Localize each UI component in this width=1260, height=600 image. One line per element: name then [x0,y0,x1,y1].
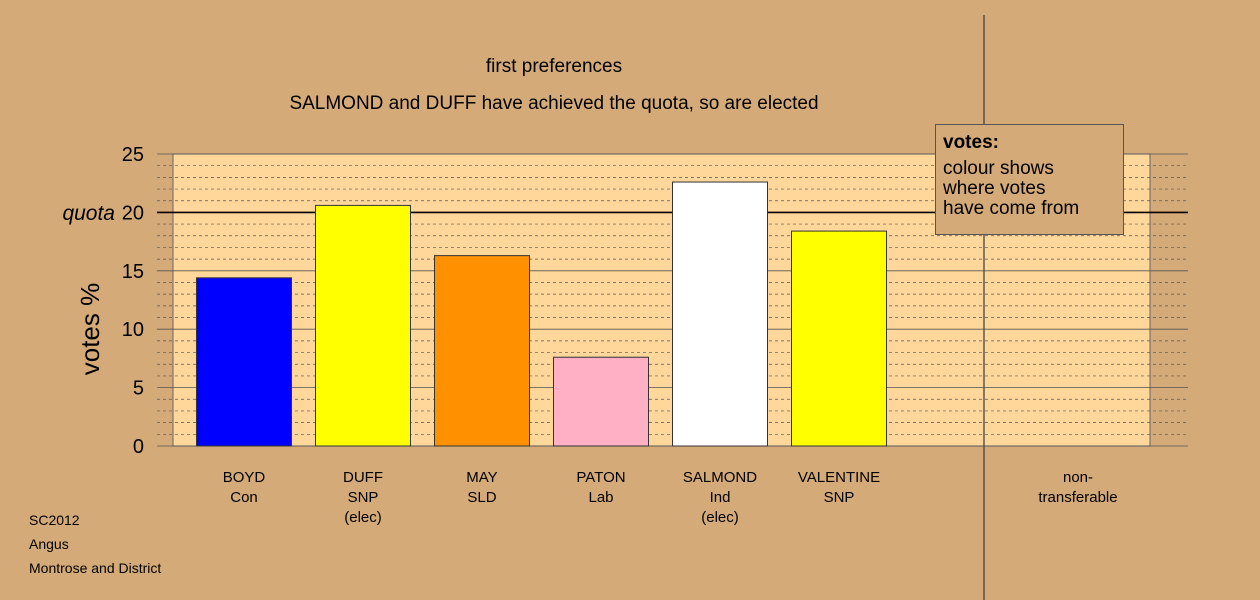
footer-election: SC2012 [29,512,80,528]
footer-ward: Montrose and District [29,560,162,576]
chart-subtitle: SALMOND and DUFF have achieved the quota… [289,93,818,114]
nontransferable-label: non- [1063,469,1093,486]
bar-paton [553,356,649,447]
bar-valentine [791,230,887,447]
legend-title: votes: [943,132,999,153]
category-label: MAY [466,469,497,486]
footer-council: Angus [29,536,69,552]
category-label: VALENTINE [798,469,880,486]
category-label: Lab [588,489,613,506]
legend-line-1: colour shows [943,158,1054,179]
y-tick-label: 0 [133,436,144,458]
category-label: SNP [824,489,855,506]
category-label: BOYD [223,469,266,486]
chart-title: first preferences [486,56,622,77]
quota-label: quota [62,202,115,225]
y-tick-label: 20 [122,202,144,224]
y-tick-label: 15 [122,261,144,283]
category-label: SALMOND [683,469,757,486]
category-label: SLD [467,489,496,506]
y-tick-label: 25 [122,144,144,166]
bar-boyd [196,277,292,447]
category-label: Ind [710,489,731,506]
category-label: (elec) [344,509,382,526]
bar-may [434,255,530,447]
bar-duff [315,204,411,447]
nontransferable-label: transferable [1038,489,1117,506]
legend-line-3: have come from [943,198,1080,219]
footer: SC2012 Angus Montrose and District [29,508,161,580]
y-tick-label: 10 [122,319,144,341]
category-label: PATON [576,469,625,486]
category-label: SNP [348,489,379,506]
category-label: (elec) [701,509,739,526]
legend: votes: colour shows where votes have com… [935,124,1124,235]
category-label: DUFF [343,469,383,486]
bars [196,181,887,447]
bar-salmond [672,181,768,447]
y-axis-label: votes % [75,283,105,376]
category-label: Con [230,489,258,506]
legend-line-2: where votes [943,178,1046,199]
category-labels: BOYD Con DUFF SNP (elec) MAY SLD PATON Lab SALMON… [223,469,1118,526]
y-tick-label: 5 [133,378,144,400]
y-axis: 0 5 10 15 20 25 [122,144,144,458]
